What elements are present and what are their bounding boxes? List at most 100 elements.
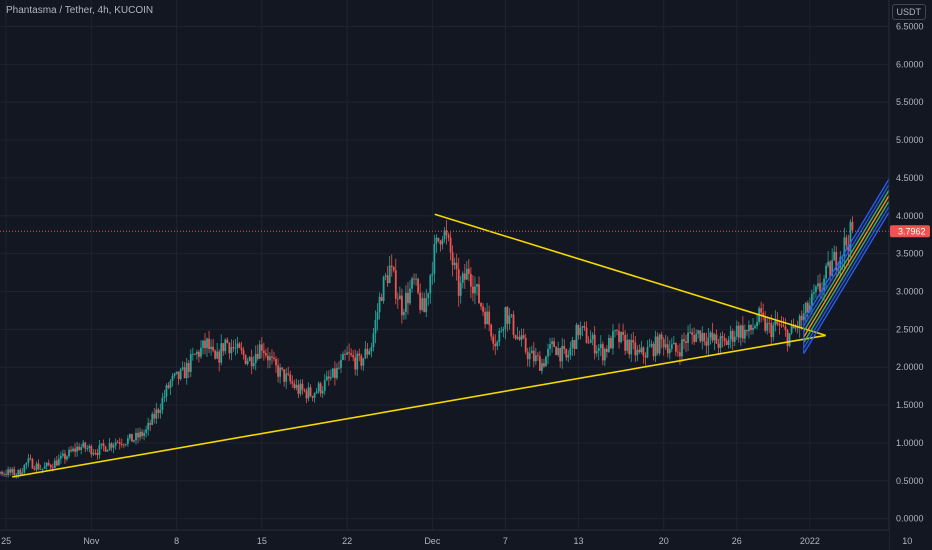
last-price-badge [890, 225, 930, 238]
candle-body [74, 448, 76, 452]
candle-body [587, 342, 590, 344]
candle-body [348, 352, 351, 354]
candle-body [672, 342, 675, 345]
candle-body [605, 348, 608, 352]
candle-body [741, 325, 744, 339]
candle-body [5, 473, 7, 475]
candle-body [321, 390, 324, 394]
candlestick-series [0, 216, 854, 479]
candle-body [315, 391, 318, 394]
candle-body [646, 347, 649, 358]
candle-body [597, 347, 600, 352]
candle-body [57, 458, 60, 466]
candle-body [29, 458, 32, 460]
candle-body [810, 293, 813, 306]
candle-body [457, 269, 460, 296]
candle-body [283, 369, 286, 382]
candle-body [110, 443, 113, 448]
candle-body [7, 469, 10, 475]
candle-body [388, 265, 391, 284]
candle-body [342, 354, 344, 360]
candle-body [108, 443, 111, 450]
candle-body [729, 331, 732, 340]
candle-body [161, 398, 164, 411]
candle-body [159, 410, 162, 413]
time-axis[interactable]: 25Nov81522Dec7132026202210172431 [0, 529, 932, 550]
candle-body [701, 333, 704, 342]
candle-body [273, 357, 275, 360]
candle-body [19, 469, 22, 475]
candle-body [459, 282, 462, 296]
candle-body [427, 293, 430, 299]
candle-body [768, 322, 771, 324]
candle-body [17, 469, 20, 475]
candle-body [165, 385, 168, 397]
candle-body [218, 351, 221, 363]
candle-body [752, 327, 754, 331]
time-tick-label: 7 [503, 536, 508, 546]
candle-body [400, 295, 403, 316]
candle-body [208, 338, 210, 349]
candle-body [116, 442, 119, 444]
candle-body [293, 383, 296, 388]
candle-body [78, 446, 81, 451]
candle-body [220, 343, 223, 363]
candle-body [792, 325, 795, 329]
candle-body [662, 339, 665, 348]
candle-body [508, 315, 511, 324]
candle-body [748, 324, 750, 332]
candle-body [66, 456, 68, 460]
candle-body [390, 265, 393, 268]
candle-body [668, 348, 671, 354]
candle-body [193, 353, 196, 355]
candle-body [656, 336, 659, 354]
candle-body [746, 329, 748, 332]
price-tick-label: 1.0000 [896, 438, 924, 448]
candle-body [43, 466, 46, 469]
candle-body [849, 221, 852, 252]
candle-body [124, 443, 127, 445]
candle-body [484, 311, 486, 325]
candle-body [179, 369, 182, 380]
candle-body [329, 377, 332, 379]
candle-body [311, 396, 314, 398]
candle-body [453, 262, 456, 266]
candle-body [167, 385, 170, 388]
candle-body [601, 344, 604, 361]
candle-body [772, 325, 775, 338]
candle-body [153, 413, 156, 419]
candle-body [415, 278, 417, 280]
candle-body [386, 275, 389, 284]
candle-body [788, 333, 791, 347]
candle-body [622, 331, 625, 335]
candle-body [638, 349, 641, 353]
candle-body [526, 351, 529, 360]
price-tick-label: 0.5000 [896, 476, 924, 486]
price-tick-label: 3.0000 [896, 287, 924, 297]
candle-body [102, 443, 105, 447]
candle-body [780, 325, 783, 327]
candle-body [307, 387, 310, 399]
candle-body [451, 252, 454, 266]
time-tick-label: 25 [1, 536, 11, 546]
currency-badge[interactable]: USDT [891, 4, 926, 20]
candle-body [599, 344, 602, 348]
candle-body [287, 373, 290, 375]
candle-body [532, 350, 535, 362]
candle-body [429, 275, 432, 294]
candle-body [1, 471, 3, 475]
candle-body [230, 347, 233, 354]
price-axis[interactable]: 0.0000 0.5000 1.0000 1.5000 2.0000 2.5000 3.00… [888, 0, 932, 550]
candle-body [847, 245, 850, 252]
candle-body [98, 444, 101, 456]
candle-body [626, 339, 629, 351]
candle-body [691, 332, 694, 335]
candle-body [480, 303, 482, 307]
candle-body [202, 340, 204, 348]
candle-body [776, 320, 779, 324]
candle-body [500, 330, 503, 332]
candle-body [843, 237, 846, 256]
candle-body [488, 311, 491, 325]
time-tick-label: 10 [902, 536, 912, 546]
